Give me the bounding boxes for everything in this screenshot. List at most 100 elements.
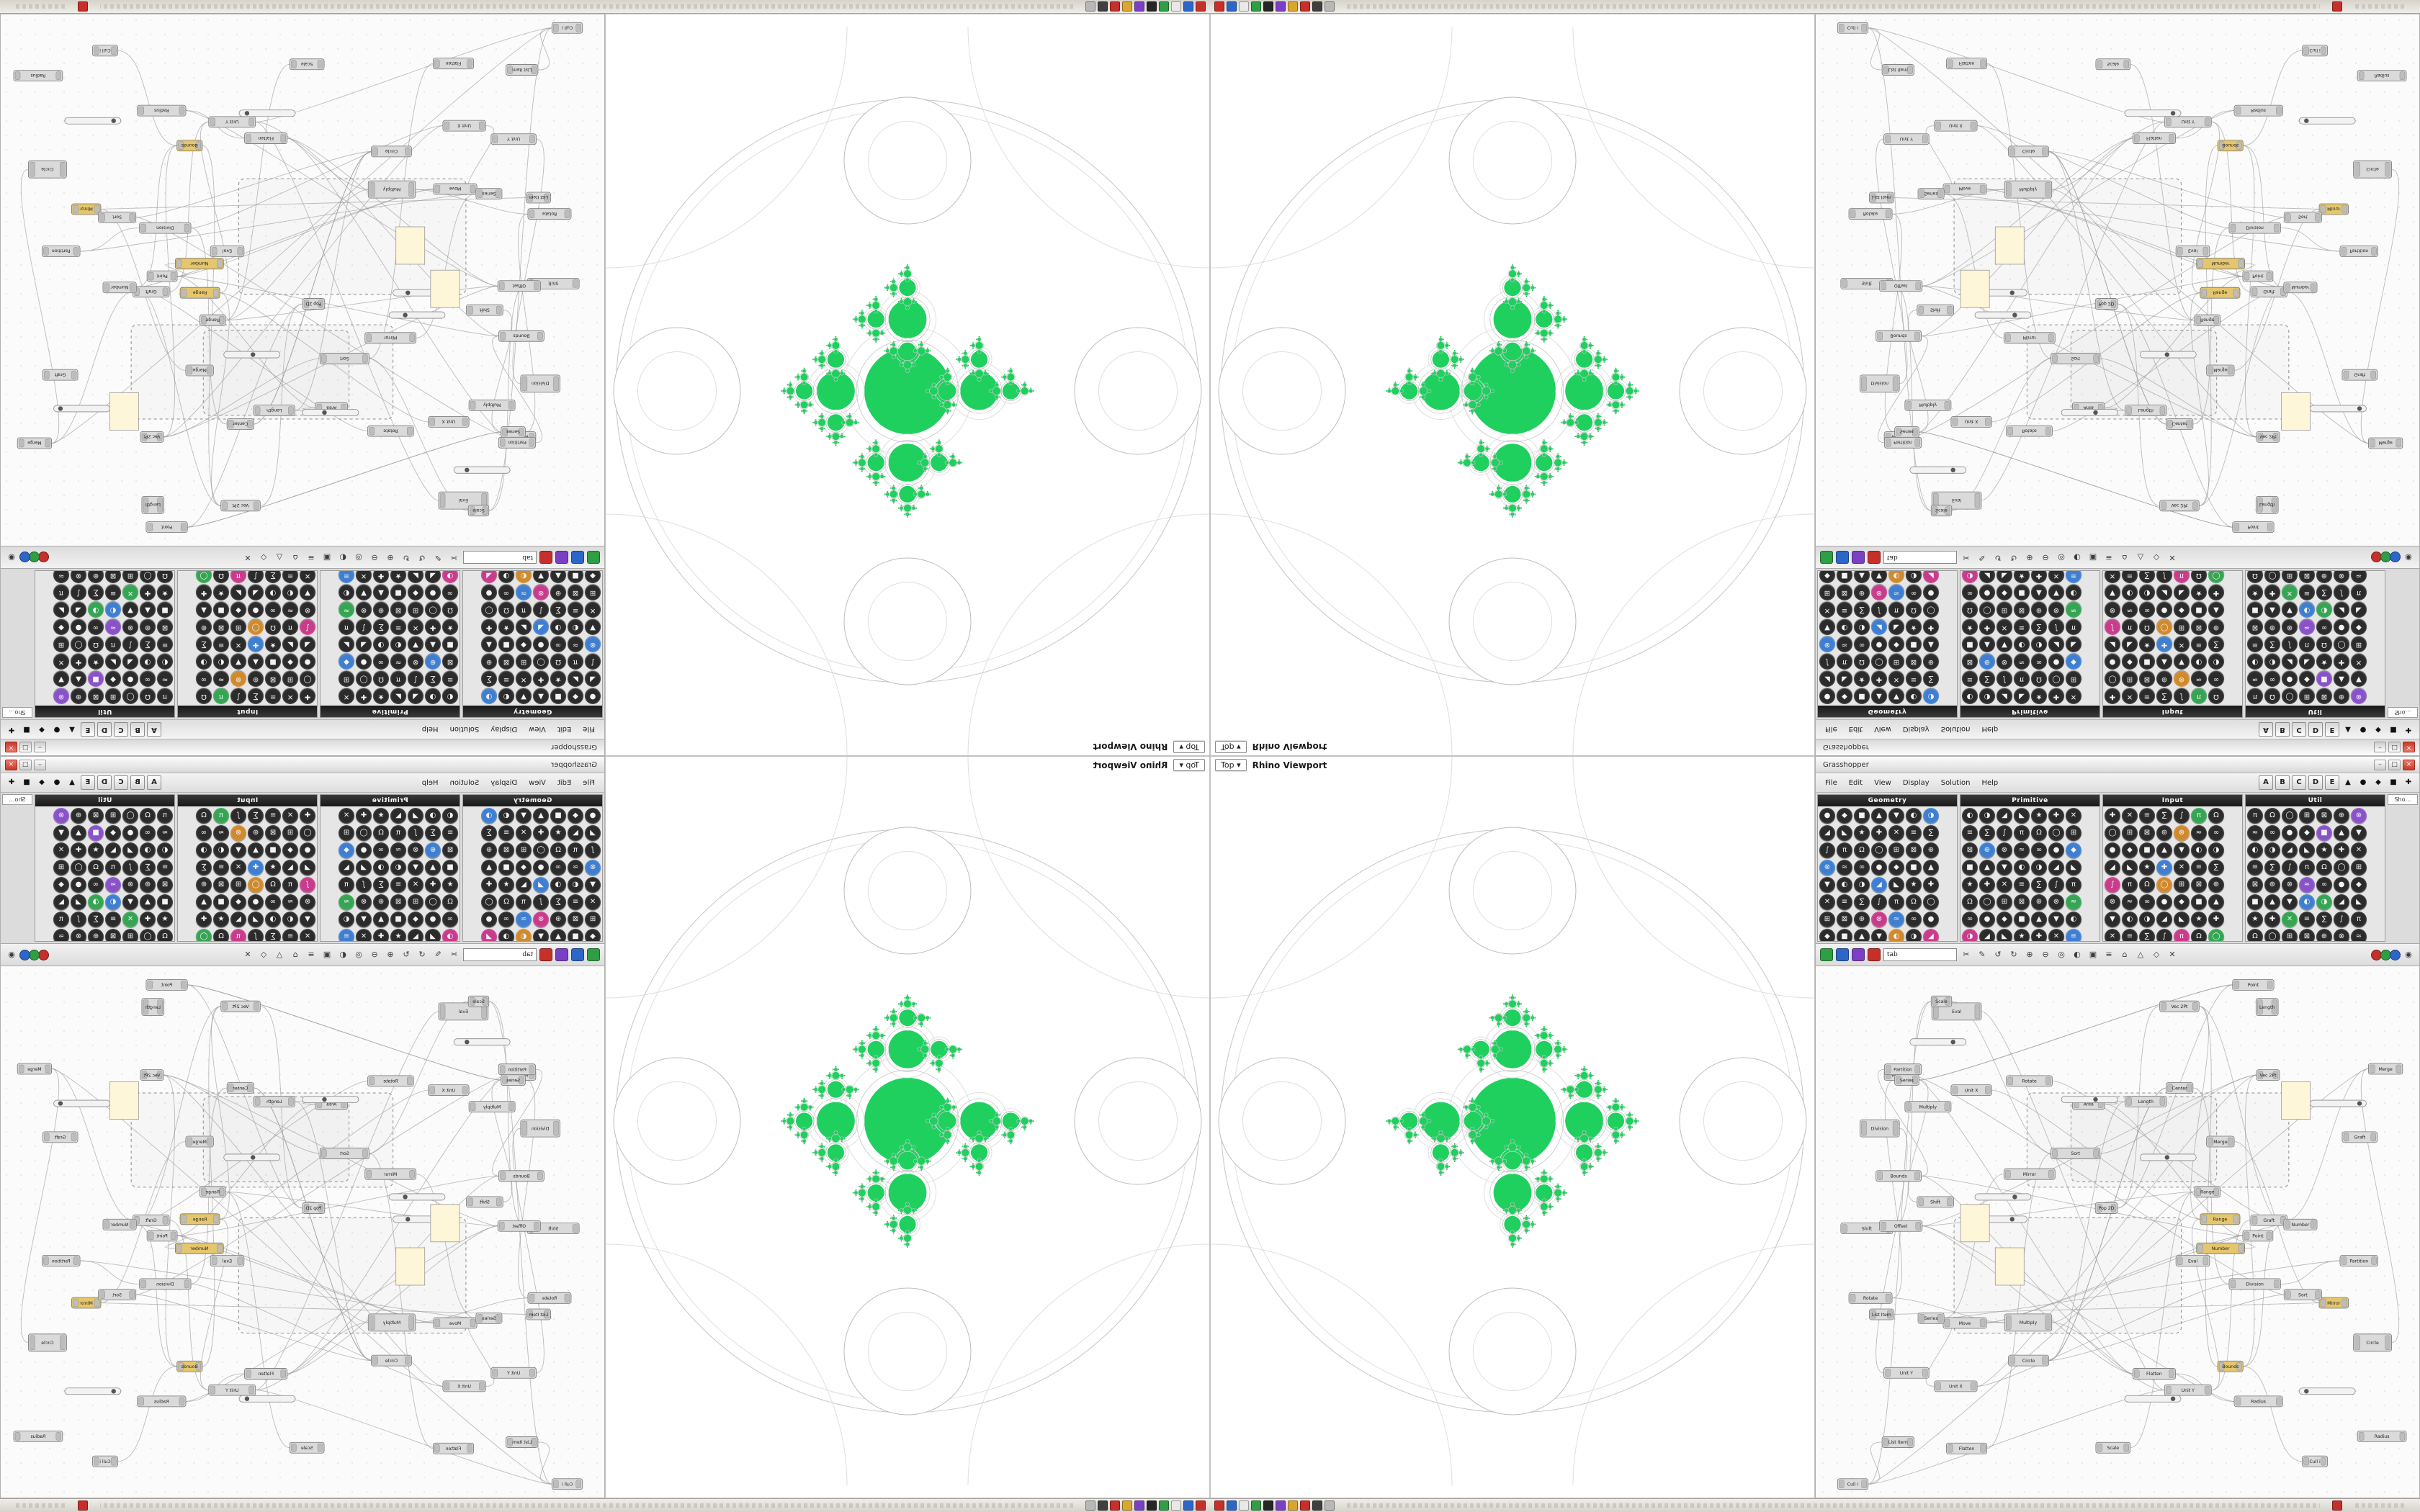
gh-node[interactable]: Vec 2Pt bbox=[2256, 1069, 2280, 1081]
component-icon[interactable]: ◐ bbox=[1906, 688, 1922, 704]
component-icon[interactable]: ◯ bbox=[2156, 877, 2172, 893]
component-icon[interactable]: ◑ bbox=[2139, 585, 2155, 600]
component-icon[interactable]: ∫ bbox=[1871, 602, 1887, 618]
gh-node[interactable]: Eval bbox=[210, 245, 245, 257]
component-icon[interactable]: ⊠ bbox=[1906, 654, 1922, 670]
component-icon[interactable]: Ω bbox=[2191, 571, 2207, 583]
display-ball-icon-2[interactable] bbox=[2390, 552, 2401, 563]
component-icon[interactable]: ◯ bbox=[2282, 808, 2298, 824]
component-icon[interactable]: ⊞ bbox=[122, 929, 138, 941]
toolbar-doc-icon-1[interactable] bbox=[571, 948, 584, 961]
component-icon[interactable]: ★ bbox=[157, 912, 173, 927]
toolbar-icon-13[interactable]: ✕ bbox=[244, 950, 251, 959]
toolbar-icon-4[interactable]: ⊕ bbox=[387, 950, 394, 959]
component-icon[interactable]: ▲ bbox=[248, 654, 264, 670]
component-icon[interactable]: ✚ bbox=[248, 636, 264, 652]
tab-b[interactable]: B bbox=[2275, 775, 2290, 790]
component-icon[interactable]: ≈ bbox=[568, 636, 583, 652]
component-icon[interactable]: ∞ bbox=[1906, 585, 1922, 600]
palette-group-header[interactable]: Input bbox=[2103, 706, 2242, 717]
component-icon[interactable]: ◑ bbox=[265, 912, 281, 927]
gh-slider[interactable] bbox=[238, 109, 296, 117]
component-icon[interactable]: ◑ bbox=[1923, 688, 1939, 704]
component-icon[interactable]: ⊕ bbox=[2264, 877, 2280, 893]
component-icon[interactable]: ◯ bbox=[356, 825, 372, 841]
toolbar-icon-3[interactable]: ↻ bbox=[403, 950, 410, 959]
component-icon[interactable]: ⊗ bbox=[2105, 894, 2120, 910]
menu-item-help[interactable]: Help bbox=[1981, 778, 1999, 787]
component-icon[interactable]: ◑ bbox=[140, 842, 156, 858]
component-icon[interactable]: ● bbox=[1923, 585, 1939, 600]
component-icon[interactable]: π bbox=[2122, 619, 2138, 635]
preview-eye-icon[interactable]: ◉ bbox=[2405, 950, 2412, 959]
component-icon[interactable]: ▲ bbox=[2031, 912, 2047, 927]
gh-node[interactable]: Radius bbox=[137, 1395, 187, 1408]
gh-slider[interactable] bbox=[2310, 1099, 2367, 1107]
component-icon[interactable]: ✕ bbox=[122, 585, 138, 600]
component-icon[interactable]: ✕ bbox=[356, 571, 372, 583]
gh-node[interactable]: Length bbox=[2255, 998, 2279, 1017]
toolbar-icon-9[interactable]: ≡ bbox=[308, 950, 315, 959]
tab-e[interactable]: E bbox=[2325, 775, 2339, 790]
taskbar-icon-5[interactable] bbox=[1276, 1, 1286, 12]
component-icon[interactable]: ✕ bbox=[2122, 808, 2138, 824]
component-icon[interactable]: ◯ bbox=[2048, 825, 2064, 841]
component-icon[interactable]: ◯ bbox=[2105, 825, 2120, 841]
tab-b[interactable]: B bbox=[130, 722, 145, 737]
gh-node[interactable]: Flatten bbox=[2132, 1368, 2176, 1380]
gh-panel-note[interactable] bbox=[430, 269, 460, 308]
taskbar-icon-8[interactable] bbox=[1312, 1, 1322, 12]
component-icon[interactable]: ◑ bbox=[425, 688, 441, 704]
component-icon[interactable]: π bbox=[339, 619, 354, 635]
component-icon[interactable]: ◢ bbox=[2105, 636, 2120, 652]
component-icon[interactable]: ≡ bbox=[568, 894, 583, 910]
component-icon[interactable]: ⊠ bbox=[442, 842, 458, 858]
component-icon[interactable]: ★ bbox=[2014, 929, 2030, 941]
gh-node[interactable]: Bounds bbox=[176, 140, 203, 152]
component-icon[interactable]: ◑ bbox=[550, 877, 566, 893]
component-icon[interactable]: ▲ bbox=[533, 688, 549, 704]
palette-more-button[interactable]: Sho… bbox=[2, 707, 32, 718]
component-icon[interactable]: ∞ bbox=[88, 619, 104, 635]
component-icon[interactable]: ◆ bbox=[1819, 571, 1835, 583]
component-icon[interactable]: ∑ bbox=[2316, 585, 2332, 600]
component-icon[interactable]: ⊞ bbox=[516, 842, 532, 858]
component-icon[interactable]: ∞ bbox=[140, 671, 156, 687]
toolbar-icon-7[interactable]: ◐ bbox=[339, 553, 346, 562]
component-icon[interactable]: ≈ bbox=[339, 894, 354, 910]
component-icon[interactable]: ● bbox=[2048, 654, 2064, 670]
component-icon[interactable]: ◑ bbox=[1979, 808, 1995, 824]
gh-slider[interactable] bbox=[1909, 466, 1967, 474]
palette-group-header[interactable]: Util bbox=[35, 706, 174, 717]
component-icon[interactable]: ▲ bbox=[71, 825, 86, 841]
tab-shape-icon-2[interactable]: ◆ bbox=[2375, 726, 2381, 734]
component-icon[interactable]: ∫ bbox=[408, 825, 424, 841]
component-icon[interactable]: π bbox=[157, 808, 173, 824]
tab-shape-icon-3[interactable]: ■ bbox=[23, 778, 30, 786]
component-icon[interactable]: ◆ bbox=[282, 654, 298, 670]
toolbar-icon-3[interactable]: ↻ bbox=[2010, 950, 2017, 959]
component-icon[interactable]: ● bbox=[1923, 912, 1939, 927]
gh-slider[interactable] bbox=[64, 1387, 122, 1395]
component-icon[interactable]: ✚ bbox=[2048, 688, 2064, 704]
component-icon[interactable]: ✕ bbox=[230, 636, 246, 652]
component-icon[interactable]: ▲ bbox=[2208, 894, 2224, 910]
gh-node[interactable]: Offset bbox=[497, 1220, 541, 1232]
gh-node[interactable]: Series bbox=[1894, 426, 1919, 438]
gh-node[interactable]: Pop 2D bbox=[2094, 1202, 2118, 1214]
component-icon[interactable]: ≡ bbox=[498, 671, 514, 687]
gh-search-input[interactable] bbox=[1883, 948, 1957, 961]
component-icon[interactable]: ◐ bbox=[213, 654, 229, 670]
gh-node[interactable]: Range bbox=[2200, 287, 2241, 299]
component-icon[interactable]: ⊠ bbox=[1962, 654, 1978, 670]
taskbar-icon-3[interactable] bbox=[1251, 1500, 1261, 1511]
component-icon[interactable]: ◆ bbox=[105, 825, 121, 841]
component-icon[interactable]: ▲ bbox=[2334, 671, 2349, 687]
component-icon[interactable]: ≈ bbox=[53, 571, 69, 583]
component-icon[interactable]: π bbox=[390, 671, 406, 687]
component-icon[interactable]: ◆ bbox=[2066, 842, 2081, 858]
gh-node[interactable]: Merge bbox=[185, 1135, 214, 1148]
component-icon[interactable]: ◆ bbox=[1837, 688, 1852, 704]
gh-node[interactable]: Unit X bbox=[1950, 1084, 1992, 1097]
component-icon[interactable]: ▲ bbox=[140, 894, 156, 910]
